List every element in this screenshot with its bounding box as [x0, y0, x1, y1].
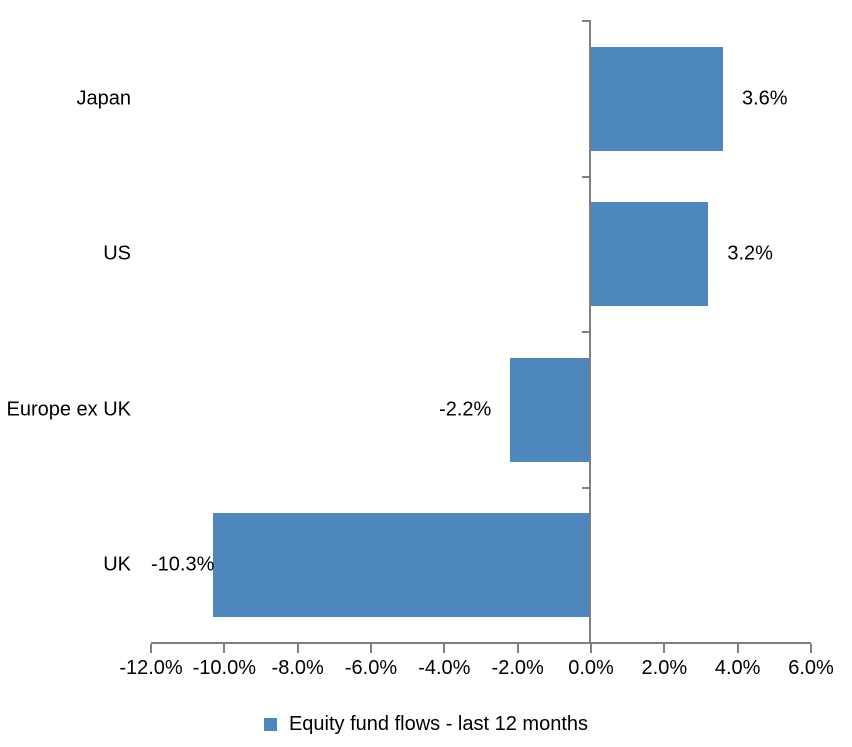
x-axis-tick	[370, 644, 372, 653]
category-axis-tick	[582, 331, 591, 333]
category-label: Japan	[76, 87, 132, 110]
x-tick-label: 6.0%	[788, 657, 834, 679]
x-tick-label: 2.0%	[641, 657, 688, 679]
category-axis-tick	[582, 20, 591, 22]
bar	[591, 202, 709, 307]
x-axis-tick	[443, 644, 446, 653]
x-axis-tick	[296, 644, 299, 653]
x-tick-label: -2.0%	[491, 657, 544, 679]
x-axis-tick	[590, 644, 592, 653]
x-tick-label: -10.0%	[192, 657, 257, 679]
x-tick-label: -8.0%	[271, 657, 324, 679]
category-label: US	[103, 242, 131, 265]
legend-marker-icon	[263, 717, 277, 731]
x-axis-tick	[223, 644, 226, 653]
x-tick-label: -6.0%	[344, 657, 398, 679]
data-label: -2.2%	[439, 398, 492, 421]
zero-axis-line	[589, 21, 591, 643]
category-axis-tick	[582, 486, 591, 489]
bar	[213, 513, 591, 618]
x-axis-tick	[736, 644, 739, 653]
category-axis-tick	[582, 175, 591, 178]
bar	[591, 46, 723, 151]
data-label: 3.2%	[727, 242, 773, 265]
x-axis-tick	[150, 644, 152, 653]
x-axis-tick	[663, 644, 666, 653]
data-label: 3.6%	[742, 87, 788, 110]
data-label: -10.3%	[151, 553, 215, 576]
x-tick-label: -4.0%	[418, 657, 471, 679]
x-tick-label: 4.0%	[714, 657, 761, 679]
x-axis-tick	[516, 644, 519, 653]
legend-label: Equity fund flows - last 12 months	[288, 712, 589, 735]
bar	[510, 357, 591, 462]
legend: Equity fund flows - last 12 months	[0, 711, 852, 737]
x-tick-label: -12.0%	[119, 657, 183, 679]
plot-area: 3.6% 3.2% -2.2% -10.3%	[150, 20, 812, 653]
category-label: UK	[103, 553, 131, 576]
x-axis-tick	[810, 644, 812, 653]
x-tick-label: 0.0%	[568, 657, 614, 679]
x-axis-line	[151, 642, 811, 644]
category-label: Europe ex UK	[6, 398, 131, 421]
